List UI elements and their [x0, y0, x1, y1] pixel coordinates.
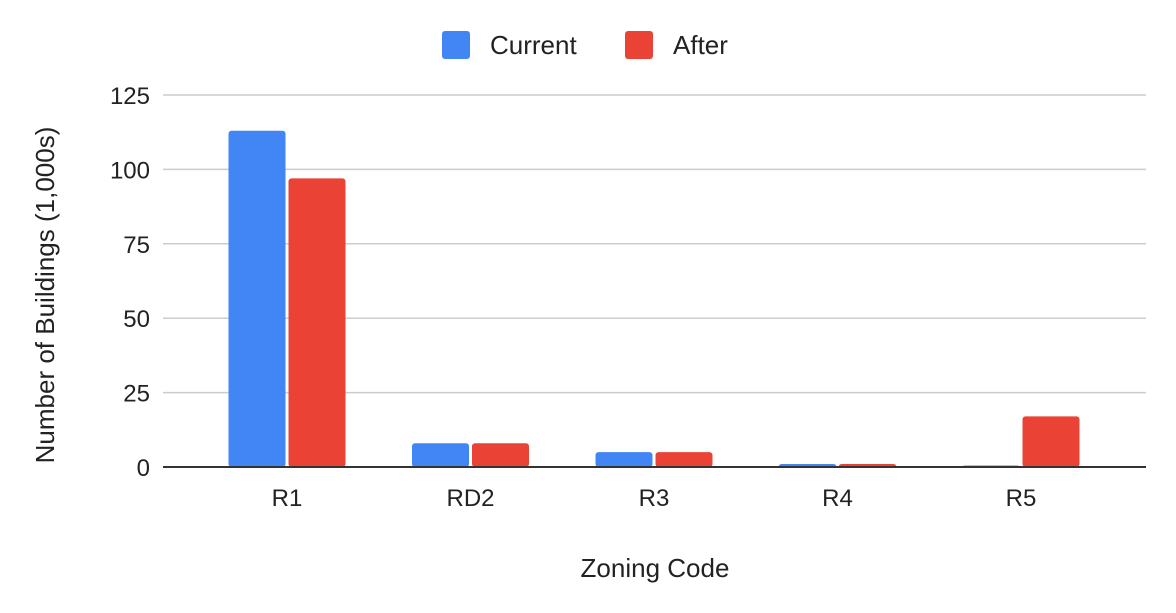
bar-current-r3	[595, 452, 653, 467]
y-tick-label: 125	[110, 83, 150, 110]
bar-current-rd2	[412, 443, 469, 467]
y-tick-label: 75	[123, 232, 150, 259]
y-axis-title: Number of Buildings (1,000s)	[30, 127, 60, 464]
y-tick-label: 25	[123, 381, 150, 408]
y-tick-label: 0	[137, 455, 150, 482]
x-axis-ticks: R1 RD2 R3 R4 R5	[272, 485, 1037, 512]
bar-after-r3	[655, 452, 713, 467]
bar-after-r5	[1022, 416, 1080, 467]
bars	[228, 130, 1080, 467]
x-tick-label: R5	[1006, 485, 1037, 512]
legend-label-after: After	[673, 30, 728, 60]
x-tick-label: R3	[639, 485, 670, 512]
bar-after-rd2	[472, 443, 529, 467]
x-tick-label: R1	[272, 485, 303, 512]
x-axis-title: Zoning Code	[581, 553, 730, 583]
x-tick-label: RD2	[446, 485, 494, 512]
legend: Current After	[442, 30, 728, 60]
y-tick-label: 100	[110, 157, 150, 184]
legend-label-current: Current	[490, 30, 577, 60]
bar-current-r1	[228, 130, 286, 467]
bar-after-r1	[288, 178, 346, 467]
legend-swatch-current	[442, 31, 470, 59]
y-tick-label: 50	[123, 306, 150, 333]
legend-swatch-after	[625, 31, 653, 59]
y-axis-ticks: 0 25 50 75 100 125	[110, 83, 150, 482]
x-tick-label: R4	[822, 485, 853, 512]
